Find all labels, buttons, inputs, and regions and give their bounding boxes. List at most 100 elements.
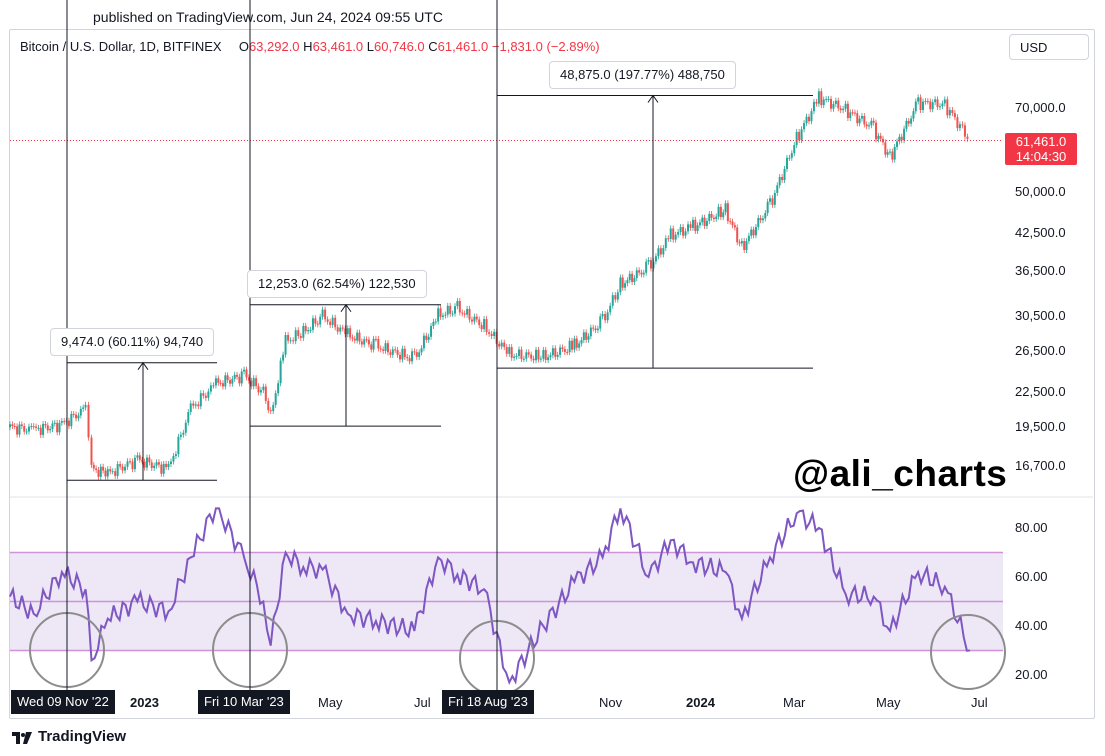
footer-brand[interactable]: TradingView [12,728,126,745]
date-marker-2: Fri 10 Mar '23 [198,690,290,714]
candle [604,311,607,324]
candle [740,238,743,247]
candle-body [505,347,508,354]
candle-body [307,329,310,332]
candle-body [485,319,488,333]
candle-body [587,336,590,340]
date-marker-3: Fri 18 Aug '23 [442,690,534,714]
candle-body [539,358,542,360]
candle-body [914,101,917,112]
candle [326,316,329,325]
candle [870,117,873,129]
candle-body [349,328,352,338]
candle [912,108,915,122]
candle-body [839,108,842,111]
candle-body [136,455,139,458]
candle-body [454,306,456,314]
candle-body [224,375,227,387]
candle [446,302,449,318]
candle-body [247,377,250,381]
candle [349,325,352,341]
candle [92,461,95,472]
candle [321,306,324,320]
candle [638,267,641,276]
candle [609,302,612,316]
candle [217,375,220,386]
candle [370,341,373,353]
candle-body [679,227,682,232]
currency-selector[interactable]: USD [1009,34,1089,60]
candle [42,421,45,438]
candle [820,88,823,109]
candle-body [568,340,571,353]
candle [311,315,314,333]
candle-body [766,201,769,214]
candle-body [626,280,629,284]
candle [893,143,896,163]
candle-body [849,112,852,119]
candle [292,337,295,345]
candle-body [633,278,636,283]
candle [427,333,430,343]
candle-body [197,404,200,407]
candle [708,210,711,224]
candle-body [853,112,856,114]
candle-body [284,335,287,355]
candle [309,326,312,334]
candle-body [334,317,337,328]
candle-body [177,436,180,455]
candle [640,269,643,278]
candle-body [121,466,124,471]
candle [914,98,917,115]
measure-arrow-head [137,361,149,371]
measure-label-1[interactable]: 9,474.0 (60.11%) 94,740 [50,328,215,356]
candle-body [245,369,248,378]
candle [245,366,248,381]
candle [635,267,638,282]
price-tick-label: 22,500.0 [1015,383,1066,399]
candle-body [466,308,469,315]
candle [79,405,82,419]
candle [719,203,722,221]
candle-body [793,145,796,154]
candle [418,349,421,360]
candle [209,382,212,395]
candle-body [817,91,820,104]
measure-label-3[interactable]: 48,875.0 (197.77%) 488,750 [549,61,736,89]
candle-body [287,335,290,341]
candle [868,122,871,130]
candle [594,325,597,334]
candle [849,109,852,122]
candle-body [23,426,26,432]
candle [27,423,30,435]
candle [199,390,202,410]
candle-body [473,316,476,322]
candle [812,98,815,115]
candle-body [948,109,951,116]
candle-body [167,463,170,468]
candle-body [527,352,530,355]
candle [358,329,361,345]
candle-body [209,385,212,392]
candle-body [75,414,78,419]
candle-body [820,91,823,106]
candle-body [182,432,185,435]
candle [90,434,93,468]
candle [785,154,788,172]
high-label: H [303,39,313,54]
symbol-name[interactable]: Bitcoin / U.S. Dollar, 1D, BITFINEX [20,39,222,54]
candle [148,454,151,466]
measure-label-2[interactable]: 12,253.0 (62.54%) 122,530 [247,270,427,298]
candle [508,344,511,357]
candle-body [856,113,859,124]
candle-body [515,355,518,357]
candle [23,423,26,435]
candle-body [204,395,207,398]
candle-body [490,333,493,337]
candle [537,346,540,363]
candle-body [863,115,866,125]
candle [601,311,604,320]
candle-body [498,343,501,347]
candle [287,332,290,344]
